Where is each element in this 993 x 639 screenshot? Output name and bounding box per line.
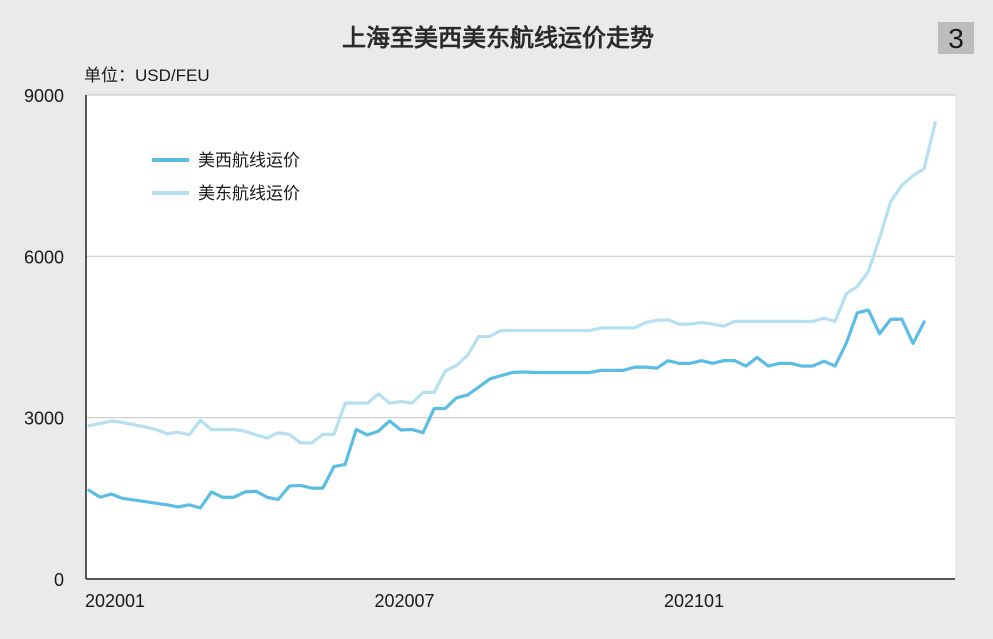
series-line-us-east <box>87 120 937 445</box>
grid-layer <box>86 94 955 419</box>
series-layer <box>87 120 937 510</box>
y-tick-label: 3000 <box>24 409 64 429</box>
legend-label: 美西航线运价 <box>198 151 300 170</box>
y-tick-label: 9000 <box>24 86 64 106</box>
x-tick-label: 202001 <box>85 591 145 611</box>
x-tick-label: 202101 <box>664 591 724 611</box>
chart-title: 上海至美西美东航线运价走势 <box>342 24 654 52</box>
legend-label: 美东航线运价 <box>198 184 300 203</box>
y-tick-label: 6000 <box>24 247 64 267</box>
unit-label: 单位：USD/FEU <box>84 66 210 85</box>
y-tick-label: 0 <box>54 570 64 590</box>
figure-number-badge: 3 <box>948 23 964 54</box>
x-tick-label: 202007 <box>375 591 435 611</box>
figure-number-badge-bg <box>938 22 974 54</box>
series-line-us-west <box>87 308 926 510</box>
axis-layer: 0 3000 6000 9000 202001 202007 202101 <box>24 86 955 611</box>
